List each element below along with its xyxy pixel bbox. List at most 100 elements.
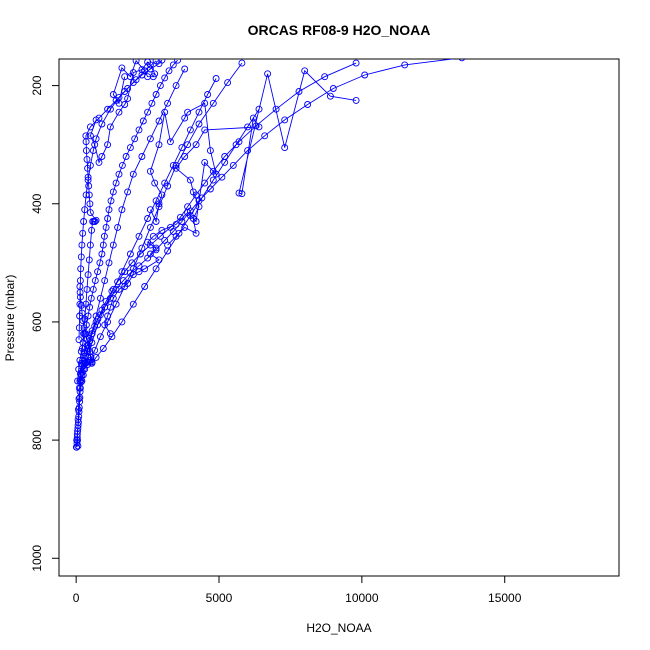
data-point bbox=[401, 61, 409, 69]
data-point bbox=[107, 197, 115, 205]
data-point bbox=[172, 164, 180, 172]
data-point bbox=[238, 190, 246, 198]
data-point bbox=[172, 232, 180, 240]
data-point bbox=[329, 85, 337, 92]
data-point bbox=[92, 353, 100, 361]
data-point bbox=[92, 116, 100, 124]
data-point bbox=[204, 91, 212, 98]
data-point bbox=[146, 223, 154, 231]
data-point bbox=[244, 123, 252, 131]
data-point bbox=[100, 232, 108, 240]
data-point bbox=[221, 158, 229, 166]
data-point bbox=[146, 206, 154, 214]
data-point bbox=[96, 259, 104, 267]
data-point bbox=[152, 59, 160, 65]
data-point bbox=[212, 170, 220, 178]
data-point bbox=[135, 126, 143, 134]
data-point bbox=[184, 141, 192, 149]
data-point bbox=[281, 116, 289, 124]
data-point bbox=[164, 241, 172, 249]
data-point bbox=[166, 138, 174, 146]
series-line bbox=[89, 59, 156, 164]
profile-series bbox=[164, 67, 360, 249]
data-point bbox=[86, 161, 94, 169]
data-point bbox=[77, 376, 85, 384]
data-point bbox=[101, 321, 109, 329]
data-point bbox=[146, 135, 154, 143]
chart-title: ORCAS RF08-9 H2O_NOAA bbox=[248, 22, 431, 38]
data-point bbox=[169, 61, 177, 69]
data-point bbox=[181, 223, 189, 231]
y-tick-label: 400 bbox=[30, 193, 44, 213]
data-point bbox=[96, 333, 104, 341]
data-point bbox=[91, 277, 99, 285]
data-point bbox=[83, 285, 91, 293]
plot-frame bbox=[58, 58, 620, 577]
data-point bbox=[104, 312, 112, 320]
data-point bbox=[209, 176, 217, 184]
data-point bbox=[301, 67, 309, 75]
data-point bbox=[106, 123, 114, 131]
data-point bbox=[105, 259, 113, 267]
data-point bbox=[166, 223, 174, 231]
data-point bbox=[195, 108, 203, 116]
data-point bbox=[281, 144, 289, 152]
y-tick-label: 200 bbox=[30, 75, 44, 95]
data-point bbox=[78, 241, 86, 249]
x-tick-label: 5000 bbox=[206, 591, 233, 605]
data-point bbox=[79, 229, 87, 237]
data-point bbox=[361, 71, 369, 79]
data-point bbox=[141, 265, 149, 273]
x-tick-label: 10000 bbox=[345, 591, 379, 605]
data-point bbox=[102, 223, 110, 231]
data-point bbox=[129, 69, 137, 77]
data-point bbox=[99, 345, 107, 352]
data-point bbox=[295, 88, 303, 95]
data-point bbox=[174, 59, 182, 64]
data-point bbox=[75, 395, 83, 403]
data-point bbox=[148, 99, 156, 107]
data-point bbox=[86, 241, 94, 249]
data-point bbox=[189, 188, 197, 196]
data-point bbox=[76, 384, 84, 392]
data-point bbox=[78, 309, 86, 317]
data-point bbox=[165, 67, 173, 75]
data-point bbox=[144, 59, 152, 66]
data-point bbox=[224, 79, 232, 87]
profile-series bbox=[72, 59, 360, 451]
data-point bbox=[79, 365, 87, 373]
profile-series bbox=[73, 59, 466, 451]
data-point bbox=[96, 294, 104, 302]
data-point bbox=[195, 120, 203, 128]
data-point bbox=[91, 141, 99, 149]
data-point bbox=[186, 126, 194, 134]
data-point bbox=[118, 64, 126, 72]
data-point bbox=[152, 265, 160, 273]
data-point bbox=[209, 99, 217, 107]
data-point bbox=[109, 188, 117, 196]
data-point bbox=[155, 117, 163, 125]
x-axis: 0 5000 10000 15000 bbox=[73, 575, 522, 605]
data-point bbox=[146, 250, 154, 258]
data-point bbox=[78, 345, 86, 352]
data-point bbox=[106, 303, 114, 311]
data-point bbox=[458, 59, 466, 62]
data-point bbox=[105, 206, 113, 214]
data-point bbox=[201, 99, 209, 107]
y-tick-label: 800 bbox=[30, 430, 44, 450]
data-point bbox=[235, 189, 243, 197]
data-point bbox=[106, 105, 114, 113]
data-point bbox=[91, 218, 99, 225]
profile-series bbox=[101, 99, 220, 338]
data-point bbox=[75, 404, 83, 412]
data-point bbox=[161, 108, 169, 116]
profile-series bbox=[86, 59, 159, 166]
data-point bbox=[75, 336, 83, 344]
data-point bbox=[152, 91, 160, 98]
series-line bbox=[104, 102, 217, 334]
data-point bbox=[172, 82, 180, 90]
data-point bbox=[129, 300, 137, 308]
data-point bbox=[82, 132, 90, 140]
data-point bbox=[83, 155, 91, 163]
data-point bbox=[94, 321, 102, 329]
